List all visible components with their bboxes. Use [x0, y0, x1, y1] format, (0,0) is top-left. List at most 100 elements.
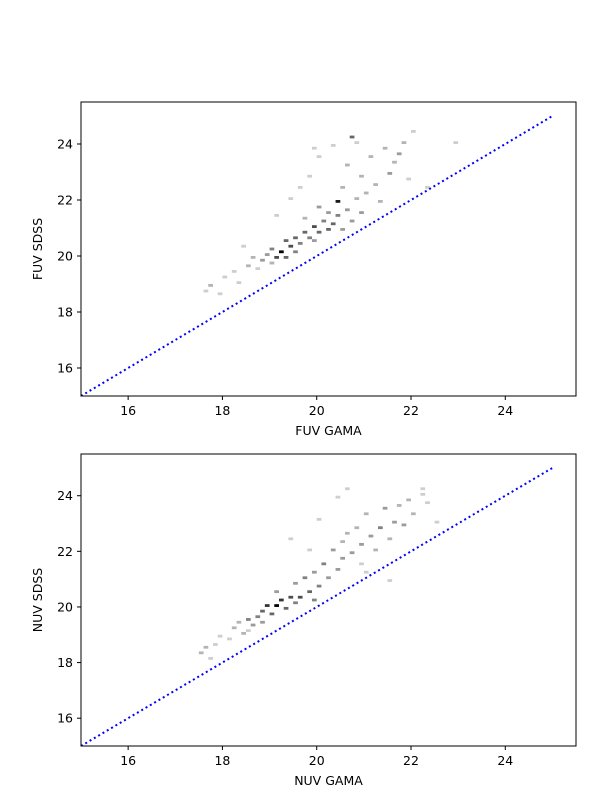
- histogram-bin: [288, 244, 294, 248]
- histogram-bin: [363, 191, 369, 195]
- histogram-bin: [255, 615, 261, 619]
- histogram-bin: [312, 570, 317, 574]
- histogram-bin: [335, 568, 341, 571]
- histogram-bin: [250, 623, 256, 627]
- histogram-bin: [231, 626, 237, 630]
- histogram-bin: [354, 197, 360, 200]
- histogram-bin: [264, 604, 270, 607]
- histogram-bin: [411, 512, 416, 516]
- plot-area: [81, 115, 553, 396]
- y-axis-label: FUV SDSS: [30, 218, 45, 280]
- histogram-bin: [307, 174, 312, 178]
- histogram-bin: [425, 501, 430, 505]
- histogram-bin: [297, 186, 303, 189]
- histogram-bin: [288, 537, 294, 541]
- histogram-bin: [213, 643, 218, 646]
- histogram-bin: [236, 281, 242, 284]
- x-tick-label: 20: [309, 753, 325, 768]
- histogram-bin: [326, 576, 331, 580]
- histogram-bin: [217, 292, 223, 296]
- histogram-bin: [340, 186, 345, 189]
- histogram-bin: [382, 146, 388, 150]
- nuv-comparison-panel: 16 18 20 22 24 16 18 20 22 24 NUV GAMA NUV SDSS: [30, 453, 577, 788]
- y-tick-label: 16: [57, 711, 73, 726]
- y-tick-label: 18: [57, 305, 73, 320]
- histogram-bin: [368, 534, 374, 538]
- histogram-bin: [392, 520, 397, 524]
- histogram-bin: [269, 247, 275, 251]
- y-tick-label: 16: [57, 361, 73, 376]
- histogram-bin: [387, 172, 393, 175]
- y-tick-label: 22: [57, 544, 73, 559]
- histogram-bin: [345, 531, 350, 535]
- histogram-bin: [231, 270, 237, 273]
- histogram-bin: [401, 141, 407, 144]
- histogram-bin: [312, 225, 317, 228]
- histogram-bin: [359, 562, 364, 566]
- histogram-bin: [255, 267, 261, 270]
- histogram-bin: [288, 595, 294, 599]
- y-tick-label: 18: [57, 655, 73, 670]
- histogram-bin: [330, 144, 336, 147]
- x-tick-label: 22: [403, 753, 419, 768]
- histogram-bin: [297, 595, 303, 599]
- histogram-bin: [217, 634, 223, 638]
- y-tick-label: 20: [57, 599, 73, 614]
- histogram-bin: [359, 542, 364, 546]
- histogram-bin: [307, 590, 312, 594]
- histogram-bin: [288, 197, 294, 200]
- histogram-bin: [227, 637, 232, 641]
- histogram-bin: [246, 618, 251, 621]
- x-tick-label: 18: [214, 753, 230, 768]
- histogram-bin: [241, 631, 246, 635]
- histogram-bin: [392, 160, 397, 164]
- histogram-bin: [274, 604, 279, 607]
- histogram-bin: [316, 155, 322, 158]
- histogram-bin: [297, 242, 303, 245]
- histogram-bin: [283, 256, 289, 259]
- histogram-bin: [307, 236, 312, 240]
- x-tick-label: 24: [497, 753, 513, 768]
- histogram-bin: [420, 487, 426, 491]
- histogram-bin: [203, 289, 209, 293]
- fuv-comparison-panel: 16 18 20 22 24 16 18 20 22 24 FUV GAMA FUV SDSS: [30, 101, 577, 438]
- x-axis-label: FUV GAMA: [295, 423, 362, 438]
- histogram-bin: [246, 264, 251, 268]
- histogram-bin: [345, 163, 350, 167]
- histogram-bin: [345, 208, 350, 212]
- histogram-bin: [363, 512, 369, 516]
- axes-frame: [80, 101, 577, 397]
- histogram-bin: [326, 211, 331, 214]
- histogram-bin: [250, 256, 256, 259]
- histogram-bin: [349, 551, 355, 555]
- histogram-bin: [387, 579, 393, 582]
- y-tick-label: 24: [57, 488, 73, 503]
- histogram-bin: [382, 506, 388, 510]
- histogram-bin: [363, 570, 369, 574]
- histogram-bin: [406, 498, 411, 502]
- x-tick-label: 18: [214, 403, 230, 418]
- x-tick-label: 20: [309, 403, 325, 418]
- histogram-bin: [260, 258, 265, 262]
- histogram-bin: [307, 548, 312, 552]
- histogram-bin: [396, 504, 402, 507]
- histogram-bin: [302, 216, 308, 220]
- x-tick-label: 16: [120, 753, 136, 768]
- histogram-bin: [359, 211, 364, 214]
- histogram-bin: [208, 657, 213, 660]
- histogram-bin: [378, 200, 383, 203]
- histogram-bin: [335, 495, 341, 499]
- histogram-bin: [401, 523, 407, 527]
- y-tick-label: 22: [57, 193, 73, 208]
- histogram-bin: [316, 230, 322, 234]
- x-tick-label: 22: [403, 403, 419, 418]
- histogram-bin: [406, 177, 411, 181]
- histogram-bin: [359, 174, 364, 178]
- histogram-bin: [264, 253, 270, 256]
- y-tick-label: 20: [57, 249, 73, 264]
- histogram-bin: [198, 651, 204, 655]
- histogram-bin: [387, 537, 393, 541]
- y-axis-label: NUV SDSS: [30, 568, 45, 633]
- histogram-bin: [349, 135, 355, 139]
- histogram-bin: [425, 186, 430, 189]
